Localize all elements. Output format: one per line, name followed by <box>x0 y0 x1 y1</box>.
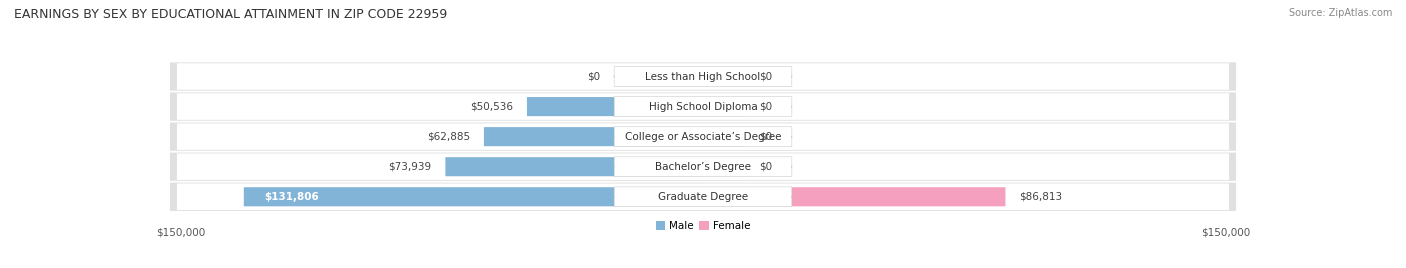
Text: $131,806: $131,806 <box>264 192 319 202</box>
FancyBboxPatch shape <box>170 152 1236 181</box>
FancyBboxPatch shape <box>614 127 792 147</box>
Text: $86,813: $86,813 <box>1019 192 1063 202</box>
FancyBboxPatch shape <box>170 92 1236 121</box>
FancyBboxPatch shape <box>177 123 1229 150</box>
FancyBboxPatch shape <box>170 62 1236 91</box>
FancyBboxPatch shape <box>703 67 745 86</box>
Text: College or Associate’s Degree: College or Associate’s Degree <box>624 132 782 142</box>
FancyBboxPatch shape <box>484 127 703 146</box>
FancyBboxPatch shape <box>177 184 1229 210</box>
FancyBboxPatch shape <box>703 187 1005 206</box>
Text: $50,536: $50,536 <box>470 102 513 111</box>
Text: $62,885: $62,885 <box>427 132 470 142</box>
FancyBboxPatch shape <box>703 127 745 146</box>
Text: $0: $0 <box>759 132 772 142</box>
FancyBboxPatch shape <box>527 97 703 116</box>
FancyBboxPatch shape <box>614 187 792 207</box>
Text: $0: $0 <box>588 72 600 81</box>
FancyBboxPatch shape <box>614 97 792 117</box>
Text: $0: $0 <box>759 102 772 111</box>
FancyBboxPatch shape <box>177 93 1229 120</box>
FancyBboxPatch shape <box>614 157 792 177</box>
Text: Bachelor’s Degree: Bachelor’s Degree <box>655 162 751 172</box>
Text: $73,939: $73,939 <box>388 162 432 172</box>
FancyBboxPatch shape <box>177 154 1229 180</box>
FancyBboxPatch shape <box>243 187 703 206</box>
Text: $0: $0 <box>759 162 772 172</box>
FancyBboxPatch shape <box>703 157 745 176</box>
Text: Source: ZipAtlas.com: Source: ZipAtlas.com <box>1288 8 1392 18</box>
FancyBboxPatch shape <box>703 97 745 116</box>
FancyBboxPatch shape <box>170 183 1236 211</box>
Text: $0: $0 <box>759 72 772 81</box>
Text: EARNINGS BY SEX BY EDUCATIONAL ATTAINMENT IN ZIP CODE 22959: EARNINGS BY SEX BY EDUCATIONAL ATTAINMEN… <box>14 8 447 21</box>
FancyBboxPatch shape <box>446 157 703 176</box>
FancyBboxPatch shape <box>170 122 1236 151</box>
FancyBboxPatch shape <box>177 63 1229 90</box>
FancyBboxPatch shape <box>614 67 792 87</box>
Text: Graduate Degree: Graduate Degree <box>658 192 748 202</box>
Legend: Male, Female: Male, Female <box>651 217 755 235</box>
Text: High School Diploma: High School Diploma <box>648 102 758 111</box>
Text: Less than High School: Less than High School <box>645 72 761 81</box>
